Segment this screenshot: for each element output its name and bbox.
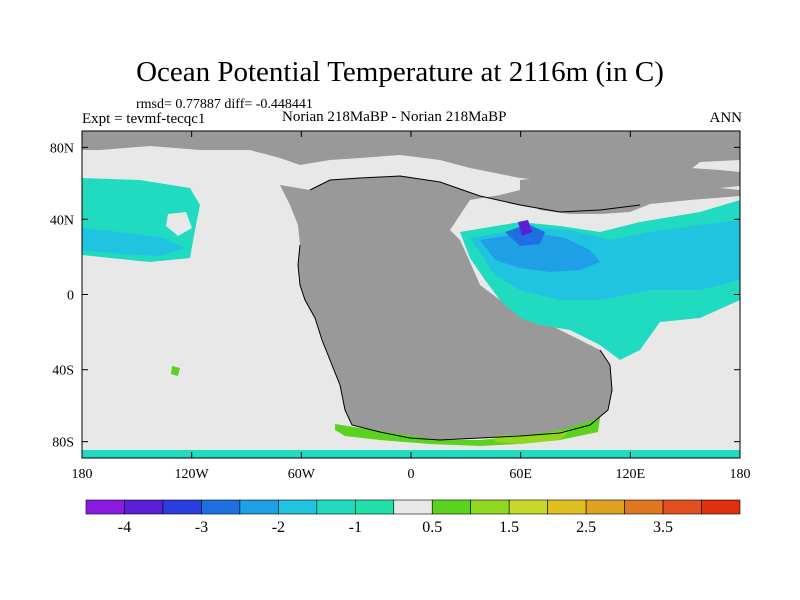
west-ocean-lightblue <box>82 228 185 256</box>
x-tick-label: 0 <box>408 467 415 482</box>
x-tick-label: 60E <box>509 467 532 482</box>
colorbar-swatch <box>354 499 395 515</box>
tethys-violet-spot <box>518 220 532 236</box>
x-axis-labels: 180 120W 60W 0 60E 120E 180 <box>72 467 751 482</box>
southwest-green-spot <box>171 366 180 376</box>
axis-ticks <box>81 131 741 458</box>
colorbar-swatch <box>124 499 164 515</box>
colorbar-swatch <box>431 499 472 515</box>
tethys-blue-core <box>505 224 545 246</box>
x-tick-label: 180 <box>72 467 93 482</box>
colorbar-swatch <box>316 499 356 515</box>
colorbar-swatch <box>508 499 548 515</box>
colorbar-swatch <box>701 499 741 515</box>
colorbar-swatch <box>662 499 702 515</box>
colorbar-swatch <box>85 499 125 515</box>
colorbar-swatch <box>162 499 202 515</box>
y-tick-label: 40S <box>52 364 74 379</box>
arctic-land <box>82 131 740 185</box>
colorbar-swatch <box>393 499 433 515</box>
experiment-label: Expt = tevmf-tecqc1 <box>82 111 206 127</box>
tethys-midblue <box>480 232 600 272</box>
colorbar-label: 2.5 <box>576 519 596 536</box>
period-label: Norian 218MaBP - Norian 218MaBP <box>282 109 507 125</box>
colorbar-label: 1.5 <box>499 519 519 536</box>
y-tick-label: 80N <box>50 141 74 156</box>
x-tick-label: 120E <box>616 467 646 482</box>
y-tick-label: 80S <box>52 436 74 451</box>
colorbar-swatch <box>624 499 664 515</box>
colorbar <box>85 499 741 515</box>
colorbar-label: 3.5 <box>653 519 673 536</box>
colorbar-label: -3 <box>195 519 208 536</box>
y-tick-label: 40N <box>50 213 74 228</box>
map-field <box>82 131 740 458</box>
colorbar-label: -1 <box>349 519 362 536</box>
colorbar-swatch <box>239 499 279 515</box>
y-axis-labels: 80N 40N 0 40S 80S <box>50 141 74 450</box>
colorbar-swatch <box>585 499 625 515</box>
colorbar-swatch <box>547 499 587 515</box>
plot-title: Ocean Potential Temperature at 2116m (in… <box>136 56 664 88</box>
x-tick-label: 60W <box>288 467 316 482</box>
colorbar-label: 0.5 <box>422 519 442 536</box>
coastlines <box>297 175 641 441</box>
x-tick-label: 120W <box>175 467 210 482</box>
west-ocean-neutral-spot <box>166 212 192 236</box>
season-label: ANN <box>709 110 743 126</box>
northeast-asia-land <box>520 168 740 214</box>
colorbar-label: -2 <box>272 519 285 536</box>
x-tick-label: 180 <box>730 467 751 482</box>
y-tick-label: 0 <box>67 289 74 304</box>
colorbar-labels: -4 -3 -2 -1 0.5 1.5 2.5 3.5 <box>118 519 673 536</box>
colorbar-swatch <box>278 499 318 515</box>
colorbar-swatch <box>201 499 241 515</box>
colorbar-swatch <box>470 499 510 515</box>
stats-label: rmsd= 0.77887 diff= -0.448441 <box>136 97 313 112</box>
colorbar-label: -4 <box>118 519 131 536</box>
